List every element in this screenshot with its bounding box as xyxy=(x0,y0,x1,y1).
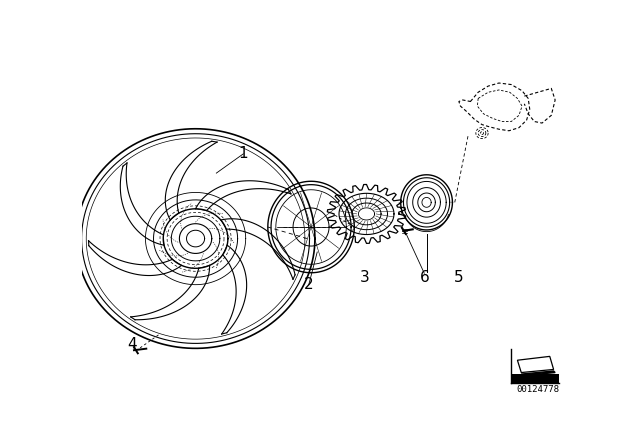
Polygon shape xyxy=(521,371,555,375)
Text: 4: 4 xyxy=(127,337,136,352)
Text: 3: 3 xyxy=(360,270,370,284)
Text: 2: 2 xyxy=(304,277,314,292)
Polygon shape xyxy=(517,356,554,373)
Text: 6: 6 xyxy=(419,270,429,284)
Text: 00124778: 00124778 xyxy=(516,385,559,394)
Bar xyxy=(512,374,559,383)
Text: 5: 5 xyxy=(454,270,464,284)
Text: 1: 1 xyxy=(239,146,248,161)
